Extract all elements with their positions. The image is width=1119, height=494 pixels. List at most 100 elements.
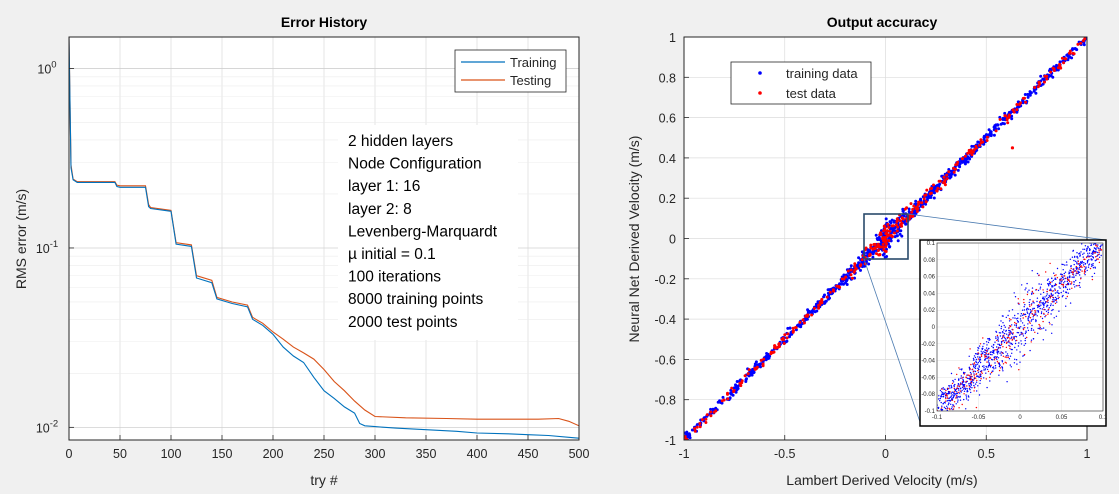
test-point — [930, 186, 934, 190]
inset-training-point — [979, 359, 982, 361]
inset-training-point — [977, 376, 980, 378]
inset-training-point — [1006, 333, 1008, 335]
training-point — [1002, 122, 1006, 126]
inset-test-point — [1083, 266, 1086, 268]
test-point — [684, 437, 688, 440]
inset-test-point — [1098, 249, 1100, 251]
inset-test-point — [958, 367, 960, 369]
inset-training-point — [997, 340, 1000, 342]
inset-training-point — [1014, 358, 1016, 360]
inset-training-point — [938, 398, 940, 400]
legend[interactable]: Training Testing — [454, 49, 567, 93]
legend[interactable]: training data test data — [730, 61, 872, 105]
inset-test-point — [1001, 352, 1003, 354]
inset-training-point — [1083, 252, 1085, 254]
inset-training-point — [944, 407, 947, 410]
inset-test-point — [1061, 283, 1063, 286]
inset-training-point — [943, 406, 946, 408]
test-point — [879, 231, 883, 235]
inset-test-point — [1009, 338, 1011, 340]
inset-training-point — [1039, 286, 1042, 288]
inset-test-point — [1022, 313, 1025, 315]
inset-training-point — [1099, 234, 1100, 235]
inset-training-point — [1014, 296, 1017, 298]
inset-training-point — [1088, 252, 1091, 254]
annotation-line: layer 1: 16 — [348, 178, 420, 195]
inset-training-point — [969, 371, 972, 374]
inset-training-point — [993, 368, 995, 370]
inset-training-point — [981, 352, 983, 354]
inset-test-point — [1016, 339, 1018, 342]
test-point — [684, 435, 687, 439]
inset-training-point — [1060, 291, 1062, 294]
inset-training-point — [977, 371, 980, 373]
training-point — [888, 236, 892, 240]
inset-training-point — [1035, 313, 1037, 315]
inset-training-point — [1069, 288, 1071, 290]
training-point — [687, 435, 691, 439]
inset-test-point — [1004, 361, 1006, 363]
y-axis-label: RMS error (m/s) — [13, 189, 29, 289]
test-point — [970, 149, 973, 153]
training-point — [804, 318, 808, 321]
test-point — [704, 417, 708, 421]
training-point — [926, 196, 930, 200]
inset-test-point — [945, 393, 947, 395]
inset-training-point — [1038, 302, 1041, 304]
inset-training-point — [942, 402, 944, 405]
inset-training-point — [1082, 256, 1085, 258]
inset-training-point — [1073, 268, 1075, 270]
inset-test-point — [1075, 270, 1077, 272]
test-point — [960, 157, 964, 161]
inset-training-point — [994, 341, 996, 343]
x-tick-label: 250 — [314, 447, 335, 461]
inset-training-point — [1013, 362, 1016, 364]
inset-training-point — [1025, 308, 1028, 310]
inset-training-point — [1079, 255, 1081, 257]
inset-training-point — [1091, 275, 1093, 278]
inset-training-point — [1060, 277, 1062, 280]
test-point — [1049, 70, 1053, 74]
inset-training-point — [941, 396, 943, 398]
inset-training-point — [1001, 331, 1004, 333]
inset-training-point — [1028, 304, 1031, 306]
inset-training-point — [1092, 264, 1094, 267]
inset-test-point — [989, 376, 991, 379]
inset-training-point — [1002, 322, 1004, 324]
inset-training-point — [962, 380, 965, 383]
inset-training-point — [984, 368, 987, 370]
test-point — [1019, 101, 1023, 105]
inset-test-point — [1059, 279, 1061, 281]
inset-training-point — [985, 341, 988, 343]
inset-test-point — [1062, 283, 1065, 286]
inset-training-point — [1086, 262, 1089, 264]
inset-test-point — [970, 374, 972, 376]
inset-training-point — [950, 395, 952, 397]
inset-test-point — [963, 373, 966, 375]
test-point — [869, 243, 873, 247]
inset-test-point — [1033, 314, 1035, 316]
inset-training-point — [1051, 285, 1053, 287]
inset-training-point — [1076, 252, 1078, 254]
inset-training-point — [954, 393, 956, 395]
inset-training-point — [1041, 328, 1043, 330]
training-point — [871, 255, 875, 259]
inset-training-point — [1043, 297, 1045, 300]
test-point — [704, 421, 708, 424]
inset-training-point — [1092, 249, 1095, 252]
inset-training-point — [1042, 302, 1044, 304]
inset-training-point — [1043, 306, 1045, 308]
zoom-connector-bottom — [863, 258, 921, 423]
test-point — [945, 173, 949, 177]
inset-training-point — [1041, 308, 1044, 310]
legend-label-test: test data — [786, 86, 837, 101]
inset-training-point — [1023, 306, 1025, 308]
inset-training-point — [1021, 309, 1024, 311]
test-point — [726, 391, 729, 395]
inset-training-point — [1004, 337, 1006, 340]
inset-training-point — [1063, 282, 1065, 284]
test-point — [705, 413, 709, 417]
inset-training-point — [977, 349, 979, 351]
inset-training-point — [1061, 296, 1064, 298]
x-tick-label: 400 — [467, 447, 488, 461]
